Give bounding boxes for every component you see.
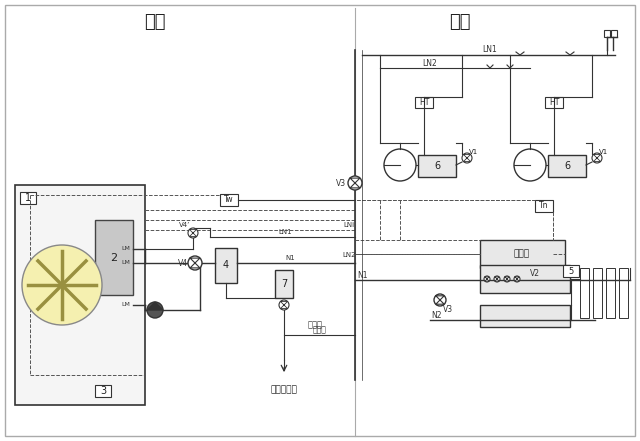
Bar <box>545 97 563 108</box>
Bar <box>548 155 586 177</box>
Text: V3: V3 <box>336 179 346 187</box>
Text: V2: V2 <box>530 269 540 279</box>
Text: N1: N1 <box>356 270 367 280</box>
Text: V1: V1 <box>469 149 479 155</box>
Bar <box>606 268 615 318</box>
Text: V3: V3 <box>443 306 453 314</box>
Text: 6: 6 <box>564 161 570 171</box>
Text: LN2: LN2 <box>342 252 356 258</box>
Text: 6: 6 <box>434 161 440 171</box>
Text: N2: N2 <box>432 310 442 319</box>
Text: 2: 2 <box>111 253 118 263</box>
Polygon shape <box>147 302 163 310</box>
Text: 控制器: 控制器 <box>514 250 530 258</box>
Text: 注液口: 注液口 <box>313 325 327 335</box>
Circle shape <box>504 276 510 282</box>
Text: Tn: Tn <box>540 202 548 210</box>
Circle shape <box>514 149 546 181</box>
Bar <box>480 240 565 268</box>
Bar <box>95 385 111 397</box>
Circle shape <box>348 176 362 190</box>
Bar <box>593 268 602 318</box>
Text: Tw: Tw <box>224 195 234 205</box>
Text: V4’: V4’ <box>179 222 191 228</box>
Text: LM: LM <box>122 247 131 251</box>
Text: 注液口: 注液口 <box>307 321 323 329</box>
Text: HT: HT <box>419 98 429 107</box>
Bar <box>220 194 238 206</box>
Text: V1: V1 <box>600 149 609 155</box>
Bar <box>535 200 553 212</box>
Circle shape <box>384 149 416 181</box>
Bar <box>275 270 293 298</box>
Bar <box>619 268 628 318</box>
Circle shape <box>462 153 472 163</box>
Bar <box>611 30 617 37</box>
Text: 室外: 室外 <box>144 13 166 31</box>
Bar <box>480 305 570 327</box>
Bar <box>418 155 456 177</box>
Circle shape <box>434 294 446 306</box>
Bar <box>20 192 36 204</box>
Circle shape <box>279 300 289 310</box>
Bar <box>480 265 570 293</box>
Text: 7: 7 <box>281 279 287 289</box>
Circle shape <box>484 276 490 282</box>
Text: LN1: LN1 <box>483 45 497 55</box>
Circle shape <box>188 256 202 270</box>
Text: LNi: LNi <box>344 222 355 228</box>
Text: V4: V4 <box>178 258 188 268</box>
Text: 3: 3 <box>100 386 106 396</box>
Bar <box>15 185 145 405</box>
Circle shape <box>592 153 602 163</box>
Circle shape <box>514 276 520 282</box>
Text: 1: 1 <box>25 193 31 203</box>
Text: LN2: LN2 <box>422 59 437 67</box>
Text: 5: 5 <box>568 266 573 276</box>
Text: LM: LM <box>122 303 131 307</box>
Text: 自来水补水: 自来水补水 <box>271 385 298 395</box>
Bar <box>140 165 580 390</box>
Bar <box>580 268 589 318</box>
Text: 4: 4 <box>223 260 229 270</box>
Circle shape <box>188 228 198 238</box>
Bar <box>215 248 237 283</box>
Bar <box>604 30 610 37</box>
Bar <box>415 97 433 108</box>
Text: LN1: LN1 <box>278 229 292 235</box>
Text: 室内: 室内 <box>449 13 471 31</box>
Circle shape <box>22 245 102 325</box>
Text: LM: LM <box>122 261 131 265</box>
Bar <box>95 220 133 295</box>
Bar <box>155 175 515 380</box>
Bar <box>15 155 615 400</box>
Bar <box>563 265 579 277</box>
Circle shape <box>494 276 500 282</box>
Text: HT: HT <box>549 98 559 107</box>
Circle shape <box>147 302 163 318</box>
Text: N1: N1 <box>285 255 295 261</box>
